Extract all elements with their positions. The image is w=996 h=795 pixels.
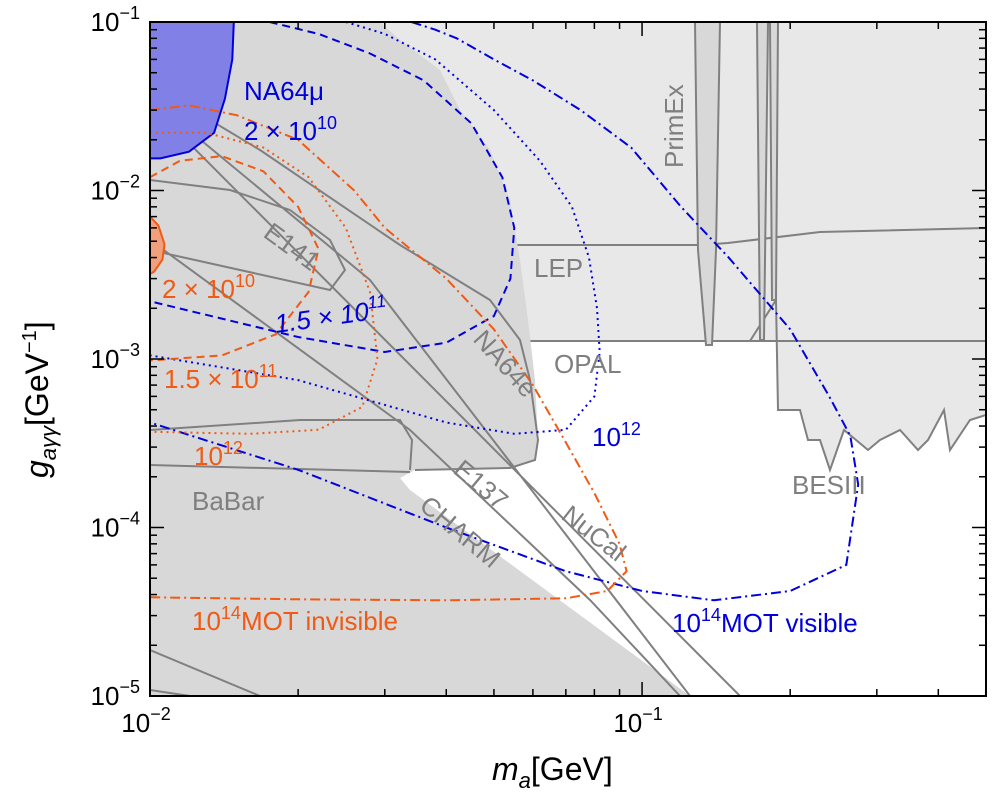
label-lep: LEP bbox=[534, 253, 583, 283]
y-axis-title: gaγγ[GeV−1] bbox=[19, 321, 61, 478]
region-dark-gray bbox=[150, 22, 690, 696]
region-besiii bbox=[750, 300, 986, 470]
region-primex bbox=[693, 22, 780, 346]
label-babar: BaBar bbox=[192, 486, 265, 516]
tick-labels: 10−2 10−1 10−5 10−4 10−3 10−2 10−1 bbox=[91, 3, 663, 738]
region-besiii-outline bbox=[749, 296, 986, 474]
y-tick-label: 10−1 bbox=[91, 3, 140, 37]
contour-blue-dashed bbox=[150, 22, 516, 354]
label-blue-1e14-visible: 1014MOT visible bbox=[672, 605, 858, 638]
x-tick-label: 10−2 bbox=[121, 704, 170, 738]
label-orange-1e14-invisible: 1014MOT invisible bbox=[192, 603, 398, 636]
label-opal: OPAL bbox=[554, 349, 621, 379]
x-axis-title: ma[GeV] bbox=[492, 751, 613, 793]
plot-area bbox=[150, 22, 986, 696]
contour-blue-dashdot bbox=[150, 22, 860, 602]
label-orange-1p5e11: 1.5 × 1011 bbox=[164, 361, 277, 394]
contour-orange-dashdot bbox=[150, 104, 628, 602]
x-tick-label: 10−1 bbox=[613, 704, 662, 738]
label-besiii: BESIII bbox=[792, 470, 866, 500]
label-blue-1e12: 1012 bbox=[592, 419, 641, 452]
contours bbox=[150, 22, 860, 602]
label-nucal: NuCal bbox=[556, 499, 631, 567]
y-tick-label: 10−4 bbox=[91, 509, 140, 543]
contour-na64mu-filled bbox=[150, 22, 235, 160]
contour-orange-dashed bbox=[150, 155, 320, 362]
y-tick-label: 10−5 bbox=[91, 677, 140, 711]
contour-orange-filled bbox=[150, 215, 166, 276]
label-orange-1e12: 1012 bbox=[194, 438, 243, 471]
contour-orange-dotted bbox=[150, 131, 379, 435]
label-primex: PrimEx bbox=[659, 84, 689, 168]
label-orange-2e10: 2 × 1010 bbox=[162, 271, 255, 304]
label-blue-2e10: 2 × 1010 bbox=[244, 113, 337, 146]
axis-ticks bbox=[149, 22, 987, 697]
y-tick-label: 10−3 bbox=[91, 340, 140, 374]
y-tick-label: 10−2 bbox=[91, 172, 140, 206]
label-na64mu: NA64μ bbox=[244, 76, 324, 106]
region-dark-gray-outline bbox=[150, 83, 741, 696]
